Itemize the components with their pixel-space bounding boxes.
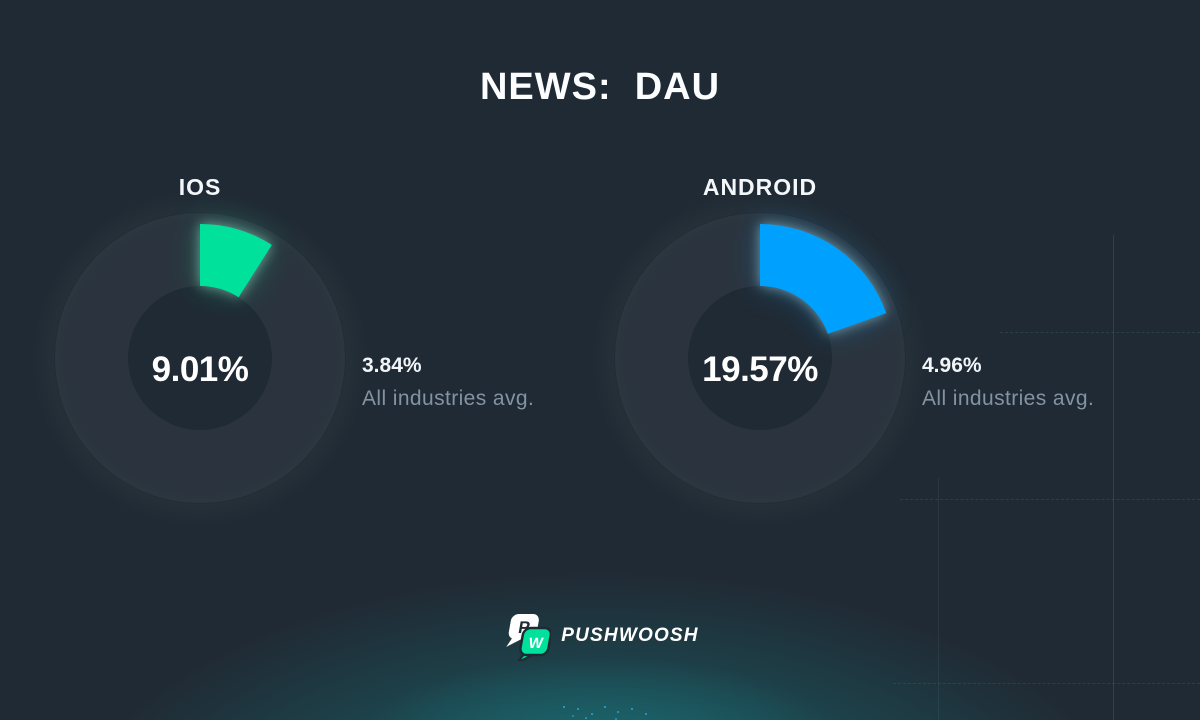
benchmark-android: 4.96% All industries avg. (922, 353, 1152, 412)
page-title: NEWS: DAU (479, 66, 721, 108)
donut-svg-ios (55, 213, 345, 503)
grid-line (900, 499, 1200, 500)
donut-value-android: 19.57% (702, 350, 818, 389)
chart-label-android: ANDROID (702, 174, 818, 200)
brand-name: PUSHWOOSH (561, 625, 699, 646)
grid-line (1000, 332, 1200, 333)
chart-label-ios: IOS (178, 174, 222, 200)
grid-line (893, 683, 1200, 684)
pushwoosh-logo-icon: P W (506, 614, 552, 661)
donut-svg-android (615, 213, 905, 503)
donut-chart-android: 19.57% (610, 208, 910, 508)
donut-wedge-ios (200, 224, 272, 298)
benchmark-value-android: 4.96% (922, 354, 982, 377)
logo-letter-w: W (527, 635, 545, 652)
donut-value-ios: 9.01% (151, 350, 249, 389)
logo-bubble-w: W (516, 626, 552, 661)
footer-brand: P W PUSHWOOSH (0, 610, 1200, 662)
benchmark-value-ios: 3.84% (362, 354, 422, 377)
benchmark-caption-android: All industries avg. (922, 387, 1095, 410)
spark-dots-decoration (563, 706, 565, 708)
benchmark-ios: 3.84% All industries avg. (362, 353, 592, 412)
benchmark-caption-ios: All industries avg. (362, 387, 535, 410)
donut-chart-ios: 9.01% (50, 208, 350, 508)
grid-line (938, 478, 939, 720)
donut-wedge-android (760, 224, 887, 334)
